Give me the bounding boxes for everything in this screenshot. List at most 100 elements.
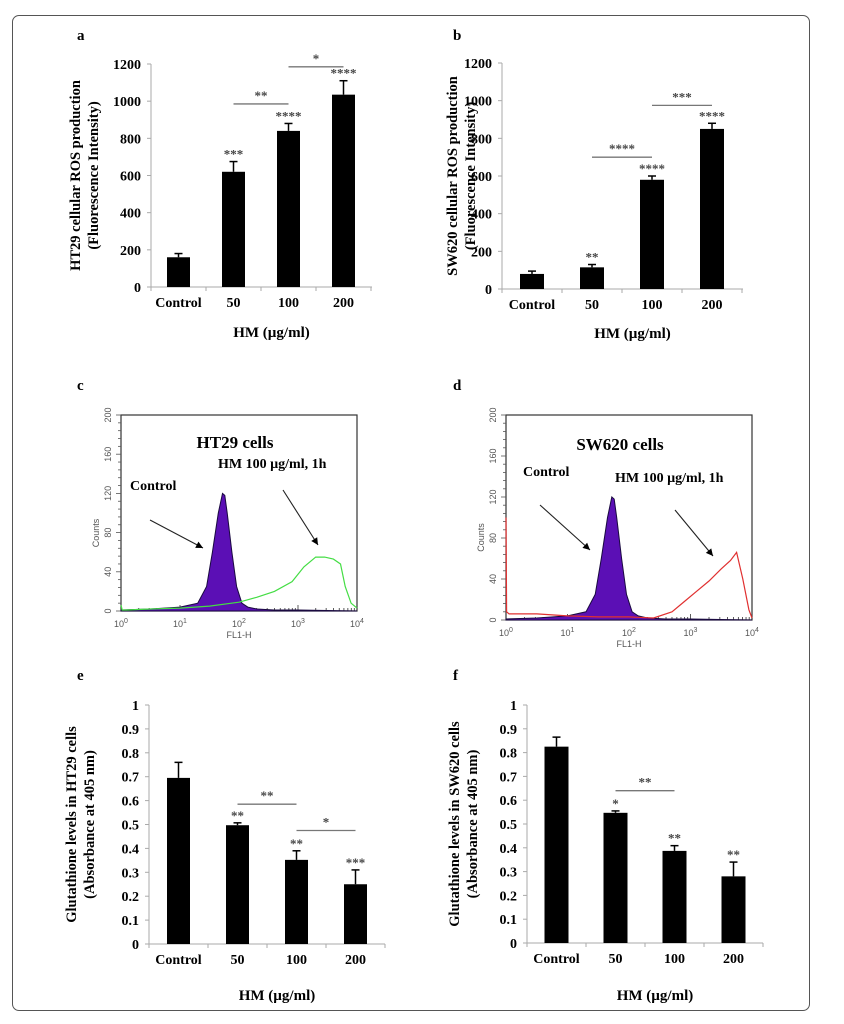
- y-tick-label: 80: [488, 533, 498, 543]
- x-tick-label: 100: [664, 952, 685, 967]
- y-axis-title: SW620 cellular ROS production: [445, 76, 461, 276]
- comparison-stars: ***: [672, 89, 692, 104]
- histogram-control: [505, 496, 753, 621]
- y-tick-label: 200: [103, 407, 113, 422]
- annotation-arrowhead: [582, 542, 590, 550]
- panel-label-f: f: [453, 668, 459, 684]
- annotation-label: Control: [523, 465, 570, 480]
- x-tick-label: 104: [350, 618, 364, 629]
- y-tick-label: 120: [103, 486, 113, 501]
- figure-frame: [12, 15, 810, 1011]
- bar-50: [580, 267, 604, 289]
- y-tick-label: 0: [485, 283, 492, 298]
- x-axis-title: FL1-H: [616, 639, 641, 649]
- annotation-arrow: [674, 509, 714, 557]
- histogram-title: SW620 cells: [576, 435, 664, 454]
- y-axis-title: HT29 cellular ROS production: [68, 80, 84, 271]
- significance-stars: ****: [276, 108, 302, 123]
- y-tick-label: 80: [103, 528, 113, 538]
- y-axis-title: Counts: [476, 523, 486, 552]
- significance-stars: ****: [639, 161, 665, 176]
- x-tick-label: 50: [609, 952, 623, 967]
- x-tick-label: 100: [499, 627, 513, 638]
- significance-stars: **: [231, 808, 244, 823]
- annotation-label: HM 100 µg/ml, 1h: [218, 457, 327, 472]
- comparison-stars: ****: [609, 141, 635, 156]
- panel-label-d: d: [453, 378, 462, 394]
- bar-200: [700, 128, 724, 289]
- y-tick-label: 0: [488, 617, 498, 622]
- x-tick-label: 101: [561, 627, 575, 638]
- y-axis-title: Counts: [91, 518, 101, 547]
- x-axis-title: HM (µg/ml): [617, 988, 694, 1004]
- bar-50: [226, 825, 249, 944]
- bar-100: [662, 850, 687, 943]
- y-axis-title: (Absorbance at 405 nm): [82, 750, 98, 899]
- comparison-stars: **: [639, 775, 652, 790]
- annotation-label: Control: [130, 479, 177, 494]
- y-tick-label: 0.3: [500, 866, 518, 881]
- bar-100: [285, 859, 308, 944]
- y-tick-label: 0.5: [500, 818, 518, 833]
- annotation-arrow: [539, 504, 591, 551]
- significance-stars: **: [668, 831, 681, 846]
- annotation-arrow: [282, 489, 319, 546]
- x-tick-label: 101: [173, 618, 187, 629]
- x-tick-label: 100: [114, 618, 128, 629]
- y-tick-label: 0.9: [500, 723, 518, 738]
- significance-stars: ***: [224, 147, 244, 162]
- x-tick-label: Control: [533, 952, 580, 967]
- y-tick-label: 40: [488, 574, 498, 584]
- x-axis-title: HM (µg/ml): [233, 325, 310, 341]
- x-tick-label: 50: [585, 298, 599, 313]
- x-axis-title: HM (µg/ml): [239, 988, 316, 1004]
- comparison-stars: **: [255, 88, 268, 103]
- y-tick-label: 120: [488, 489, 498, 504]
- y-tick-label: 1: [510, 699, 517, 714]
- significance-stars: ***: [346, 855, 366, 870]
- y-tick-label: 600: [120, 170, 141, 185]
- panel-label-e: e: [77, 668, 84, 684]
- panel-label-c: c: [77, 378, 84, 394]
- y-tick-label: 800: [120, 132, 141, 147]
- y-tick-label: 0: [103, 608, 113, 613]
- y-tick-label: 200: [120, 244, 141, 259]
- y-tick-label: 600: [471, 170, 492, 185]
- significance-stars: **: [290, 836, 303, 851]
- y-tick-label: 0.4: [500, 842, 518, 857]
- bar-200: [332, 94, 355, 287]
- y-tick-label: 40: [103, 567, 113, 577]
- y-tick-label: 400: [471, 208, 492, 223]
- bar-50: [603, 812, 628, 943]
- histogram-title: HT29 cells: [197, 433, 274, 452]
- comparison-stars: *: [313, 51, 320, 66]
- panel-b-chart: 0 200 400 600 800 1000 1200 Control 50 ** 100 **** 2…: [445, 57, 743, 342]
- x-axis-title: HM (µg/ml): [594, 326, 671, 342]
- y-tick-label: 0.6: [500, 794, 518, 809]
- y-tick-label: 160: [103, 447, 113, 462]
- histogram-control: [120, 492, 358, 612]
- x-tick-label: Control: [155, 953, 202, 968]
- x-tick-label: 100: [286, 953, 307, 968]
- y-axis-title: (Fluorescence Intensity): [86, 101, 102, 249]
- annotation-label: HM 100 µg/ml, 1h: [615, 471, 724, 486]
- y-tick-label: 0: [132, 938, 139, 953]
- bar-100: [277, 130, 300, 287]
- y-tick-label: 0.9: [122, 723, 140, 738]
- annotation-arrowhead: [705, 548, 713, 556]
- bar-100: [640, 179, 664, 289]
- bar-200: [344, 884, 367, 944]
- x-tick-label: 103: [291, 618, 305, 629]
- y-axis-title: Glutathione levels in SW620 cells: [447, 721, 463, 927]
- y-tick-label: 0.3: [122, 866, 140, 881]
- y-axis-title: (Fluorescence Intensity): [463, 102, 479, 250]
- x-tick-label: 200: [333, 296, 354, 311]
- x-tick-label: 103: [684, 627, 698, 638]
- significance-stars: **: [586, 250, 599, 265]
- y-tick-label: 0.7: [122, 771, 140, 786]
- significance-stars: ****: [331, 66, 357, 81]
- panel-f-chart: 0 0.1 0.2 0.3 0.4 0.5 0.6 0.7 0.8 0.9 1 Control 50 * 1…: [447, 699, 764, 1004]
- significance-stars: **: [727, 847, 740, 862]
